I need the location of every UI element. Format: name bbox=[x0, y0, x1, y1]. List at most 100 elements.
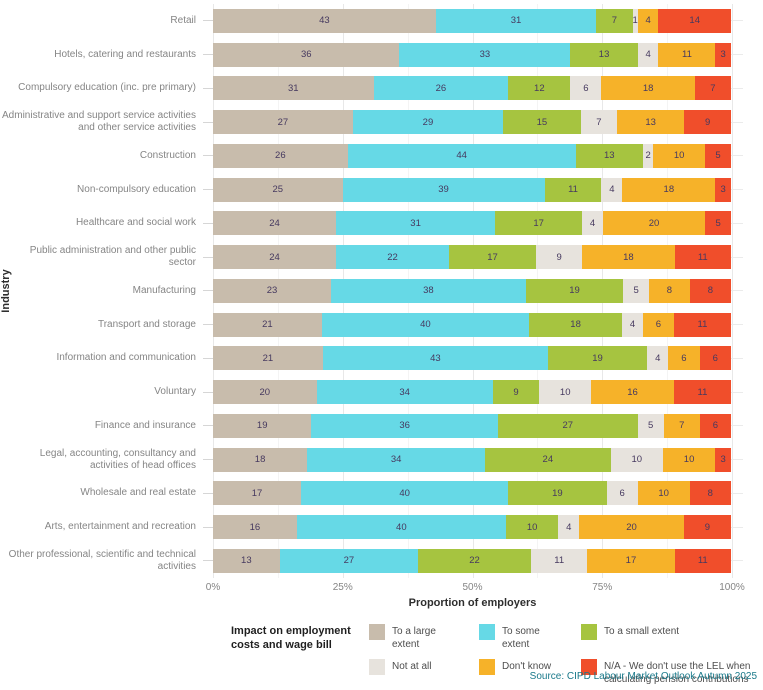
bar-value-label: 4 bbox=[609, 184, 615, 196]
bar-segment: 13 bbox=[617, 110, 685, 135]
bar-value-label: 10 bbox=[526, 521, 538, 533]
category-label: Arts, entertainment and recreation bbox=[44, 521, 196, 533]
bar-value-label: 13 bbox=[603, 150, 615, 162]
bar-track: 36 33 13 4 11 3 bbox=[213, 42, 731, 67]
bar-segment: 25 bbox=[213, 177, 343, 202]
legend-label: Don't know bbox=[502, 661, 552, 672]
bar-value-label: 8 bbox=[707, 487, 713, 499]
bar-segment: 10 bbox=[637, 481, 690, 506]
bar-segment: 4 bbox=[637, 8, 659, 33]
bar-segment: 40 bbox=[296, 515, 506, 540]
bar-value-label: 19 bbox=[552, 487, 563, 499]
bar-value-label: 29 bbox=[422, 116, 434, 128]
bar-value-label: 19 bbox=[256, 420, 268, 432]
bar-value-label: 5 bbox=[633, 285, 639, 297]
bar-segment: 5 bbox=[623, 278, 649, 303]
legend-items: To a large extent To some extent To a smal… bbox=[369, 624, 763, 686]
bar-segment: 26 bbox=[373, 76, 509, 101]
bar-value-label: 24 bbox=[542, 454, 554, 466]
category-label: Transport and storage bbox=[97, 318, 196, 330]
bar-segment: 11 bbox=[544, 177, 602, 202]
bar-value-label: 34 bbox=[390, 454, 402, 466]
bar-value-label: 26 bbox=[435, 82, 447, 94]
bar-value-label: 6 bbox=[619, 487, 625, 499]
category-label: Compulsory education (inc. pre primary) bbox=[18, 82, 196, 94]
x-tick-label: 0% bbox=[205, 582, 221, 593]
bar-value-label: 36 bbox=[399, 420, 410, 432]
bar-segment: 23 bbox=[213, 278, 331, 303]
bar-value-label: 24 bbox=[269, 217, 280, 229]
bar-segment: 43 bbox=[213, 8, 436, 33]
bar-track: 20 34 9 10 16 11 bbox=[213, 380, 731, 405]
bar-value-label: 44 bbox=[456, 150, 467, 162]
legend-label: To a large extent bbox=[392, 626, 436, 650]
bar-track: 19 36 27 5 7 6 bbox=[213, 413, 731, 438]
y-axis-tick bbox=[203, 324, 213, 326]
category-label: Other professional, scientific and techn… bbox=[8, 548, 196, 572]
bar-segment: 17 bbox=[213, 481, 302, 506]
bar-value-label: 3 bbox=[720, 454, 726, 466]
grid-stub bbox=[731, 560, 743, 562]
bar-value-label: 11 bbox=[697, 251, 708, 263]
bar-track: 21 40 18 4 6 11 bbox=[213, 312, 731, 337]
bar-value-label: 5 bbox=[715, 150, 721, 162]
bar-value-label: 36 bbox=[300, 49, 312, 61]
legend-swatch bbox=[479, 624, 495, 640]
bar-segment: 39 bbox=[342, 177, 545, 202]
bar-value-label: 13 bbox=[598, 49, 610, 61]
bar-value-label: 43 bbox=[430, 352, 441, 364]
bar-value-label: 10 bbox=[559, 386, 571, 398]
y-axis-tick bbox=[203, 20, 213, 22]
bar-value-label: 4 bbox=[566, 521, 572, 533]
bar-value-label: 7 bbox=[611, 15, 618, 27]
legend-item: To some extent bbox=[479, 624, 567, 651]
x-tick-label: 100% bbox=[719, 582, 745, 593]
bar-value-label: 10 bbox=[631, 454, 643, 466]
bar-segment: 27 bbox=[497, 413, 638, 438]
chart-row: Wholesale and real estate 17 40 19 6 10 8 bbox=[0, 477, 745, 511]
bar-value-label: 6 bbox=[583, 82, 589, 94]
bar-value-label: 6 bbox=[712, 352, 718, 364]
bar-value-label: 24 bbox=[269, 251, 280, 263]
bar-value-label: 26 bbox=[275, 150, 286, 162]
bar-value-label: 20 bbox=[648, 217, 660, 229]
grid-stub bbox=[731, 290, 743, 292]
bar-track: 23 38 19 5 8 8 bbox=[213, 278, 731, 303]
bar-segment: 2 bbox=[642, 143, 654, 168]
bar-value-label: 18 bbox=[642, 82, 654, 94]
bar-segment: 11 bbox=[674, 548, 731, 573]
bar-track: 43 31 7 1 4 14 bbox=[213, 8, 731, 33]
chart-row: Voluntary 20 34 9 10 16 11 bbox=[0, 375, 745, 409]
bar-segment: 29 bbox=[352, 110, 504, 135]
bar-value-label: 31 bbox=[288, 82, 299, 94]
legend-swatch bbox=[369, 624, 385, 640]
bar-value-label: 13 bbox=[241, 555, 252, 567]
category-label: Legal, accounting, consultancy and activ… bbox=[39, 447, 196, 471]
bar-value-label: 12 bbox=[534, 82, 545, 94]
bar-value-label: 16 bbox=[249, 521, 261, 533]
legend-item: To a small extent bbox=[581, 624, 763, 651]
bar-value-label: 38 bbox=[423, 285, 434, 297]
bar-value-label: 18 bbox=[254, 454, 266, 466]
bar-value-label: 18 bbox=[570, 319, 581, 331]
bar-segment: 15 bbox=[503, 110, 581, 135]
bar-value-label: 17 bbox=[533, 217, 544, 229]
grid-stub bbox=[731, 526, 743, 528]
bar-value-label: 3 bbox=[720, 184, 726, 196]
bar-segment: 26 bbox=[213, 143, 348, 168]
grid-stub bbox=[731, 87, 743, 89]
chart-row: Construction 26 44 13 2 10 5 bbox=[0, 139, 745, 173]
bar-segment: 19 bbox=[213, 413, 312, 438]
bar-segment: 17 bbox=[587, 548, 675, 573]
category-label: Healthcare and social work bbox=[75, 217, 196, 229]
category-label: Manufacturing bbox=[132, 284, 196, 296]
bar-segment: 3 bbox=[715, 177, 731, 202]
bar-segment: 8 bbox=[689, 278, 731, 303]
bar-segment: 9 bbox=[536, 245, 583, 270]
bar-segment: 24 bbox=[485, 447, 611, 472]
grid-stub bbox=[731, 391, 743, 393]
bar-segment: 20 bbox=[602, 211, 706, 236]
grid-stub bbox=[731, 425, 743, 427]
bar-segment: 17 bbox=[495, 211, 583, 236]
bar-value-label: 15 bbox=[536, 116, 548, 128]
